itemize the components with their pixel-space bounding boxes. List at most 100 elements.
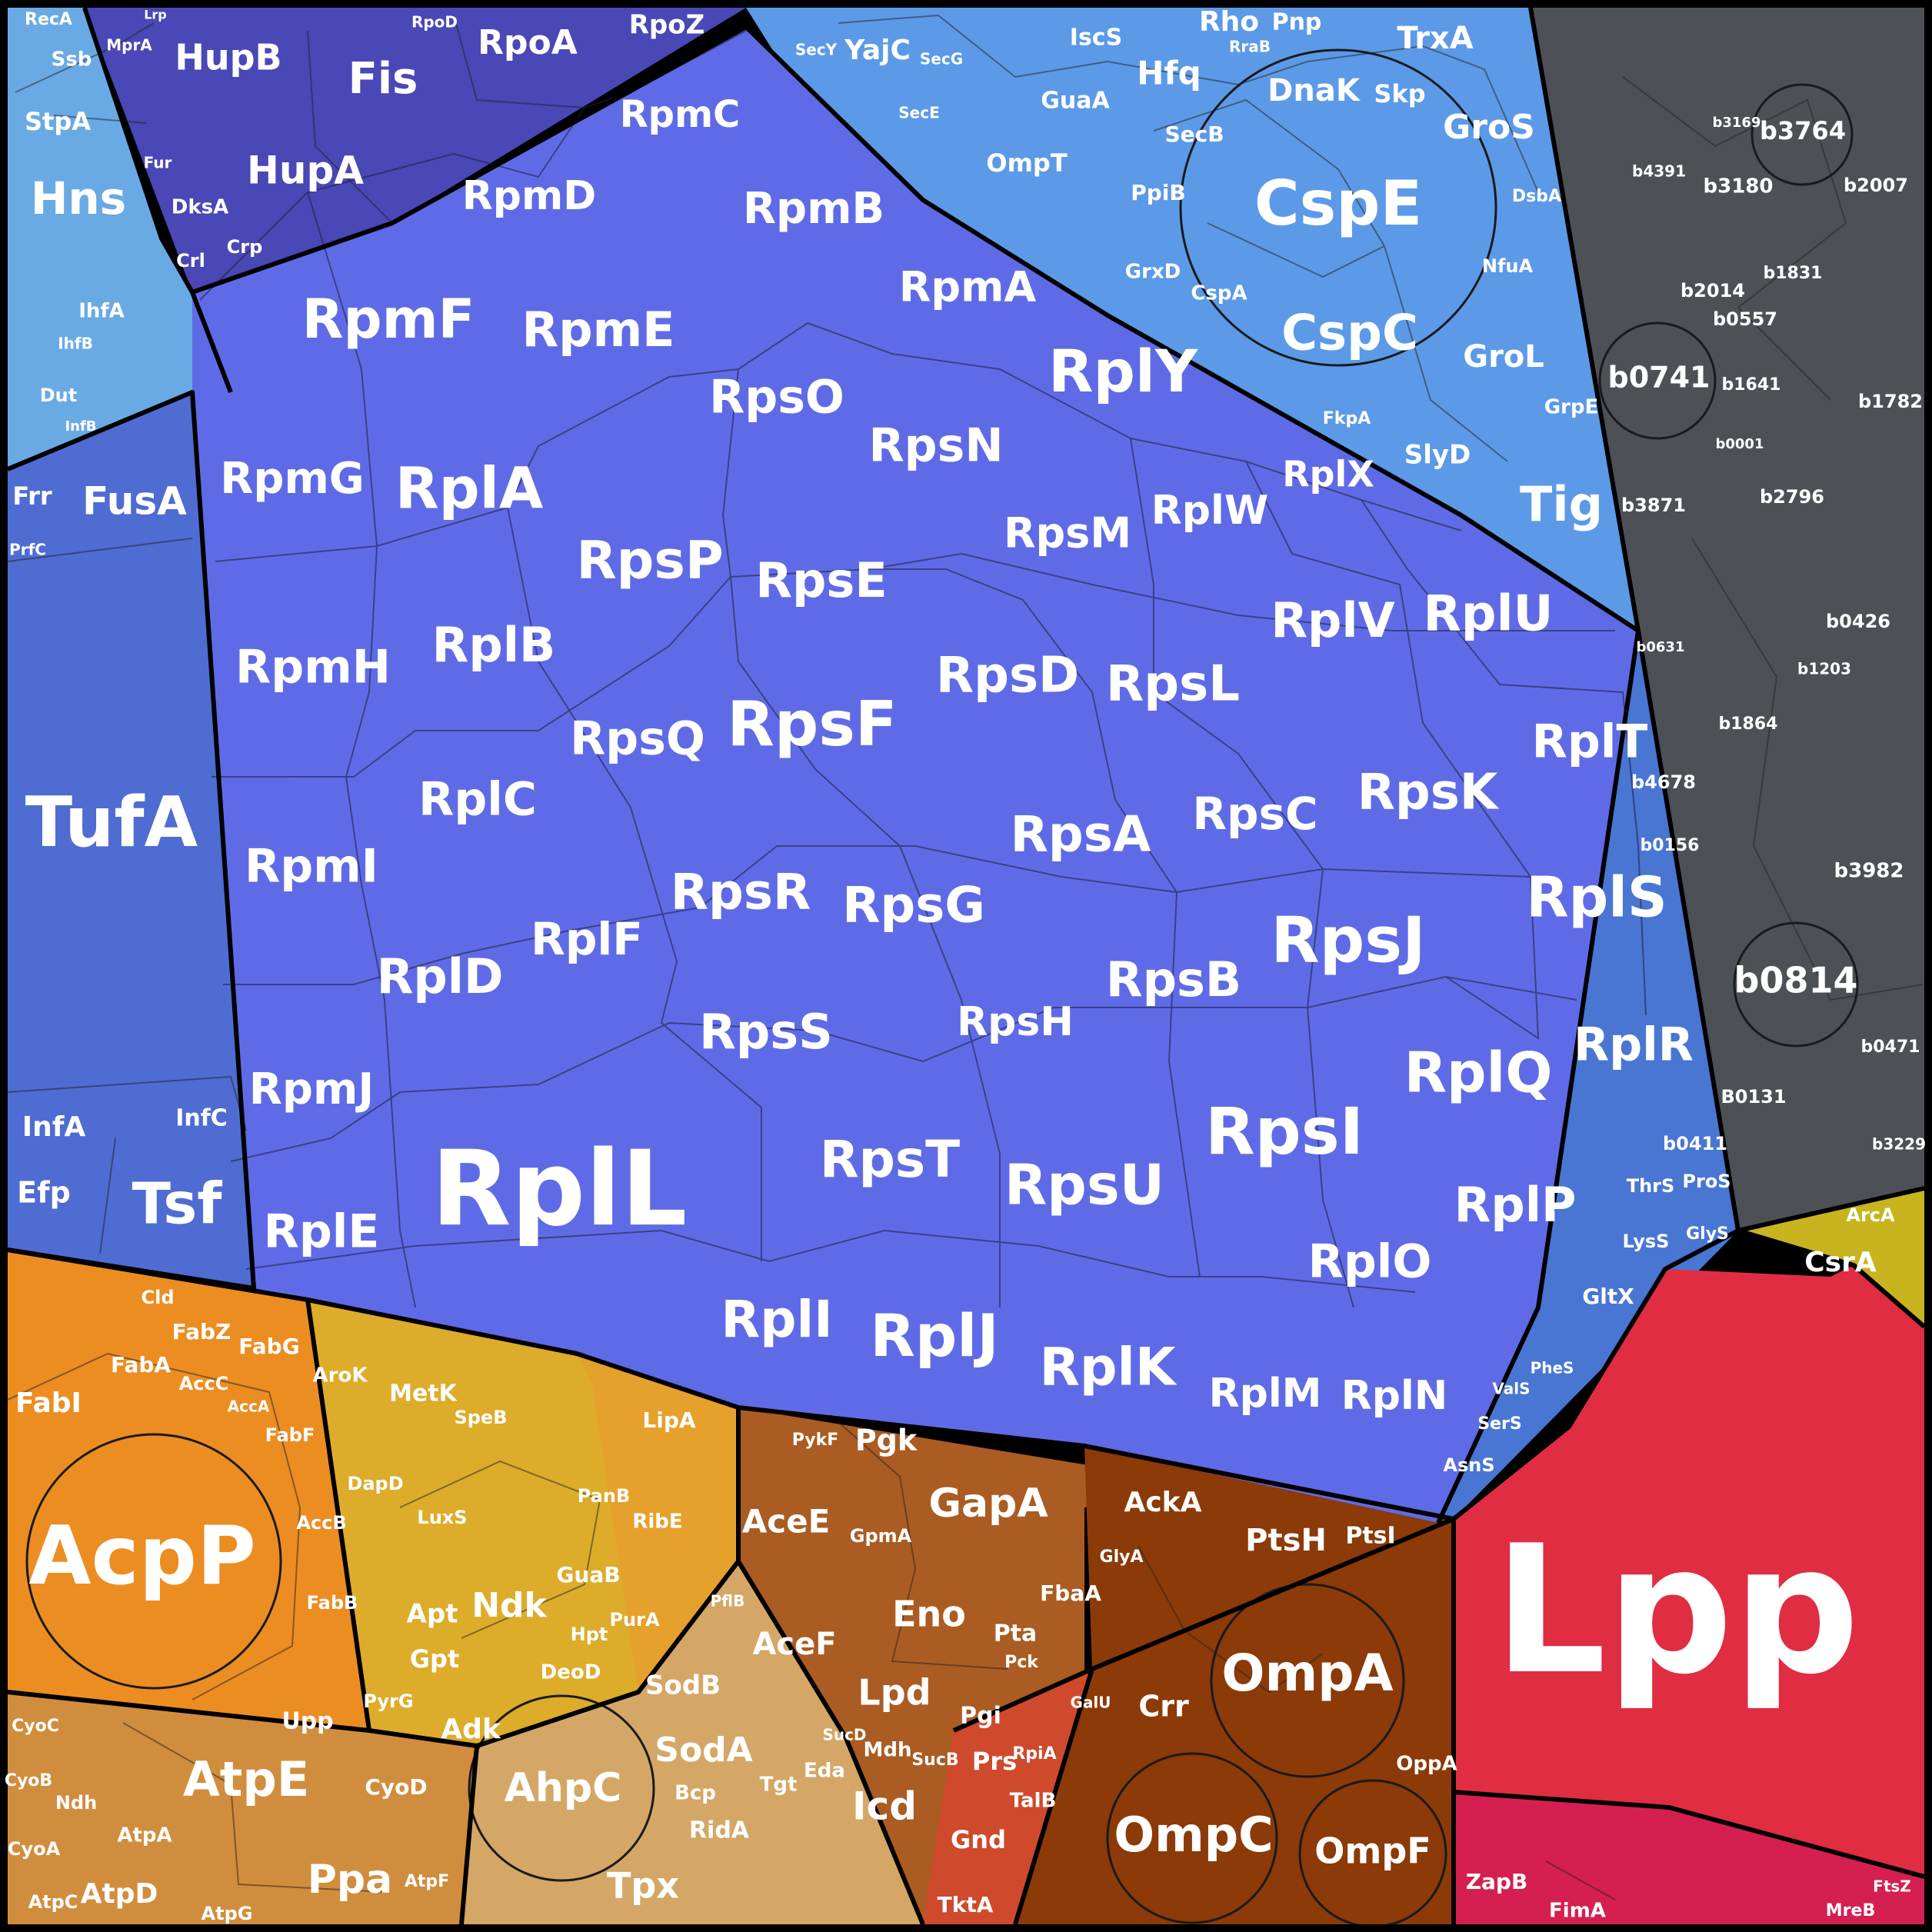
label-atpf: AtpF [405,1872,449,1891]
label-fbaa: FbaA [1040,1581,1101,1606]
label-rpsh: RpsH [957,999,1074,1045]
label-hns: Hns [31,172,126,225]
label-gnd: Gnd [951,1825,1006,1854]
label-rpsi: RpsI [1205,1094,1364,1169]
region-energy [8,1692,477,1924]
region-cofactor [577,1354,738,1692]
label-acka: AckA [1124,1487,1201,1518]
label-cyoc: CyoC [12,1717,59,1736]
label-guaa: GuaA [1041,88,1110,115]
label-rplo: RplO [1308,1235,1432,1289]
label-rpss: RpsS [699,1004,833,1060]
label-ihfb: IhfB [58,335,93,353]
label-glya: GlyA [1100,1547,1144,1567]
label-rpst: RpsT [820,1130,960,1189]
label-mdh: Mdh [864,1739,912,1762]
label-pura: PurA [609,1609,660,1631]
label-cyob: CyoB [5,1771,52,1790]
label-frr: Frr [12,481,52,511]
label-rpoz: RpoZ [629,10,705,41]
label-rpsa: RpsA [1011,807,1151,864]
cell-b0814 [1733,921,1859,1048]
label-accc: AccC [179,1373,229,1394]
circle-cells [25,48,1859,1928]
label-rply: RplY [1048,337,1198,405]
label-rpoa: RpoA [478,23,578,62]
label-nfua: NfuA [1482,255,1534,277]
label-rpmi: RpmI [245,840,378,894]
cell-b3764 [1750,83,1854,186]
label-rplq: RplQ [1404,1041,1553,1105]
label-infb: InfB [65,418,96,435]
label-b1782: b1782 [1858,391,1923,412]
label-b0557: b0557 [1713,308,1777,330]
label-rpsp: RpsP [576,531,723,591]
label-speb: SpeB [454,1407,507,1428]
label-rplx: RplX [1282,454,1374,495]
label-lipa: LipA [642,1407,695,1433]
label-skp: Skp [1374,79,1425,108]
cell-OmpA [1210,1583,1405,1778]
label-b4678: b4678 [1631,771,1696,793]
label-dapd: DapD [347,1473,403,1494]
label-slyd: SlyD [1404,440,1471,471]
label-ahpc: AhpC [505,1765,622,1811]
label-fabg: FabG [238,1334,299,1359]
label-rplf: RplF [531,913,643,965]
label-rpsd: RpsD [936,648,1079,705]
label-ndk: Ndk [471,1586,548,1625]
region-chaperones [746,8,1638,631]
label-rplb: RplB [432,617,556,673]
label-secb: SecB [1164,122,1224,147]
label-fabz: FabZ [172,1319,232,1344]
label-lpd: Lpd [858,1672,931,1714]
label-faba: FabA [111,1352,171,1377]
label-dsba: DsbA [1512,187,1561,206]
label-mreb: MreB [1826,1901,1875,1920]
label-arca: ArcA [1846,1204,1895,1226]
label-ihfa: IhfA [78,300,125,323]
label-cld: Cld [141,1287,174,1308]
label-pykf: PykF [792,1431,839,1450]
label-accb: AccB [296,1512,346,1534]
label-rpso: RpsO [709,371,844,425]
label-rplv: RplV [1271,592,1394,648]
label-rple: RplE [264,1205,380,1259]
label-crr: Crr [1138,1690,1189,1724]
label-b3180: b3180 [1704,175,1774,198]
label-b0411: b0411 [1663,1133,1727,1154]
label-oppa: OppA [1396,1753,1457,1776]
label-prs: Prs [972,1747,1017,1776]
label-rida: RidA [689,1817,750,1844]
label-b3764: b3764 [1760,116,1846,145]
label-galu: GalU [1070,1694,1111,1712]
label-pnp: Pnp [1272,9,1322,36]
label-b3229: b3229 [1872,1135,1926,1154]
label-ribe: RibE [632,1511,682,1534]
region-glycolysis [738,1407,1454,1924]
label-eno: Eno [892,1594,966,1635]
label-rpsl: RpsL [1106,656,1240,713]
label-ppib: PpiB [1131,180,1186,205]
label-rplc: RplC [418,773,537,827]
label-grol: GroL [1463,339,1544,375]
label-soda: SodA [655,1730,752,1770]
cell-AcpP [25,1433,282,1690]
label-luxs: LuxS [417,1507,467,1528]
label-b0471: b0471 [1861,1038,1920,1057]
label-gpt: Gpt [410,1644,459,1674]
label-fima: FimA [1549,1900,1606,1923]
label-tig: Tig [1520,476,1603,532]
label-tufa: TufA [25,782,198,863]
region-ribosome [192,27,1638,1523]
label-sece: SecE [898,104,940,122]
region-layer [8,8,1924,1924]
label-thrs: ThrS [1627,1175,1675,1197]
label-rpmf: RpmF [302,288,475,351]
label-rrab: RraB [1229,38,1271,56]
label-b0814: b0814 [1734,960,1858,1001]
label-layer: Lpp RplL AcpP TufA CspE CspC OmpA OmpC OmpF b0814… [5,6,1926,1924]
label-fabb: FabB [307,1592,358,1614]
label-rpmg: RpmG [220,454,365,504]
